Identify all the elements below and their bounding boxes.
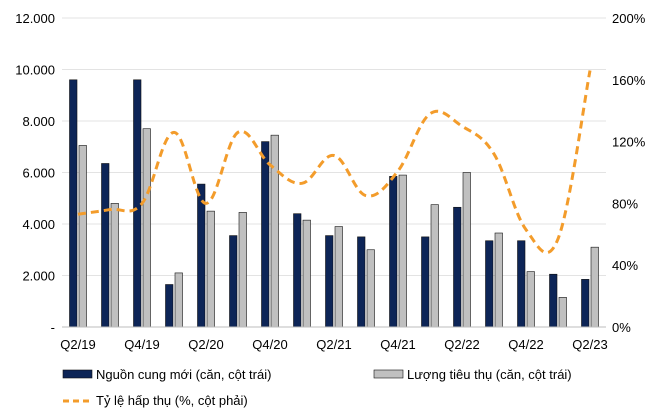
left-tick-label: 8.000 [22,114,55,129]
right-axis: 0% 40% 80% 120% 160% 200% [612,11,646,335]
gridlines [62,17,606,276]
x-tick-label: Q2/23 [572,337,607,352]
right-tick-label: 40% [612,258,638,273]
bar-supply [389,176,398,328]
bar-sales [142,128,151,328]
bar-supply [357,236,366,328]
bar-supply [229,235,238,328]
bar-sales [302,219,311,328]
left-tick-label: 2.000 [22,269,55,284]
bars [69,79,599,328]
bar-sales [462,172,471,328]
left-tick-label: 4.000 [22,217,55,232]
bar-sales [494,232,503,328]
right-tick-label: 160% [612,73,646,88]
bar-sales [558,297,567,328]
x-tick-label: Q4/19 [124,337,159,352]
bar-supply [133,79,142,328]
bar-sales [238,212,247,328]
legend-swatch-supply [62,369,93,379]
bar-sales [430,204,439,328]
bar-supply [165,284,174,328]
bar-supply [485,240,494,328]
legend-label-supply: Nguồn cung mới (căn, cột trái) [96,367,271,382]
bar-sales [270,134,279,328]
bar-supply [549,273,558,328]
bar-supply [325,235,334,328]
bar-sales [526,271,535,328]
bar-sales [206,210,215,328]
left-tick-label: 10.000 [15,63,55,78]
x-tick-label: Q2/22 [444,337,479,352]
bar-sales [366,249,375,328]
absorption-line [77,70,592,255]
bar-sales [334,226,343,328]
bar-supply [517,240,526,328]
right-tick-label: 200% [612,11,646,26]
bar-supply [293,213,302,328]
x-tick-label: Q2/20 [188,337,223,352]
bar-supply [101,163,110,328]
right-tick-label: 80% [612,196,638,211]
bar-supply [581,279,590,328]
legend-label-sales: Lượng tiêu thụ (căn, cột trái) [407,367,572,382]
absorption-rate-line [77,70,592,255]
bar-supply [421,236,430,328]
legend-label-absorption: Tỷ lệ hấp thụ (%, cột phải) [96,393,248,408]
x-tick-label: Q4/22 [508,337,543,352]
left-tick-label: - [51,320,55,335]
bar-supply [197,183,206,328]
x-tick-label: Q4/20 [252,337,287,352]
x-axis: Q2/19 Q4/19 Q2/20 Q4/20 Q2/21 Q4/21 Q2/22 Q4/22… [60,326,608,352]
legend: Nguồn cung mới (căn, cột trái) Lượng tiêu… [62,367,572,408]
x-tick-label: Q2/21 [316,337,351,352]
bar-supply [453,206,462,328]
x-tick-label: Q2/19 [60,337,95,352]
bar-supply [261,141,270,328]
bar-sales [174,272,183,328]
bar-sales [110,203,119,328]
right-tick-label: 0% [612,320,631,335]
legend-swatch-sales [373,369,404,379]
x-tick-label: Q4/21 [380,337,415,352]
left-tick-label: 12.000 [15,11,55,26]
bar-sales [398,174,407,328]
left-tick-label: 6.000 [22,166,55,181]
left-axis: - 2.000 4.000 6.000 8.000 10.000 12.000 [15,11,55,335]
bar-sales [590,246,599,328]
bar-sales [78,145,87,328]
right-tick-label: 120% [612,135,646,150]
bar-supply [69,79,78,328]
